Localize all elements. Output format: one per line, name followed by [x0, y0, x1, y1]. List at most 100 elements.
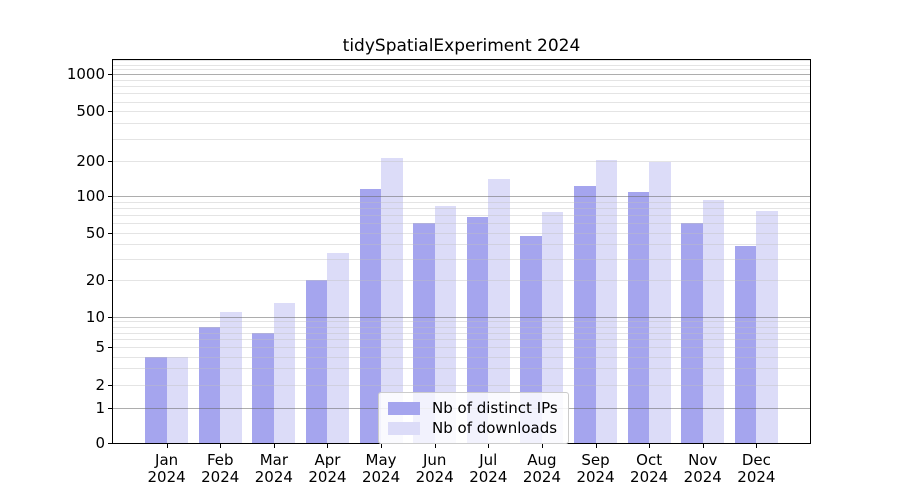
y-tick-label-10: 10: [85, 307, 105, 326]
gridline-6: [113, 339, 810, 341]
y-tick-label-500: 500: [76, 102, 105, 121]
y-tick-mark-200: [108, 160, 112, 162]
gridline-80: [113, 207, 810, 209]
y-tick-mark-100: [108, 195, 112, 197]
y-tick-label-20: 20: [85, 271, 105, 290]
gridline-20: [113, 280, 810, 282]
x-tick-label-apr: Apr 2024: [308, 451, 347, 486]
y-tick-mark-1: [108, 408, 112, 410]
x-tick-mark-jun: [434, 444, 436, 448]
x-tick-mark-mar: [273, 444, 275, 448]
gridline-90: [113, 201, 810, 203]
gridline-300: [113, 138, 810, 140]
y-tick-mark-2: [108, 385, 112, 387]
gridline-60: [113, 223, 810, 225]
bar-downloads-jul: [488, 179, 510, 443]
gridline-400: [113, 123, 810, 125]
y-tick-label-50: 50: [85, 223, 105, 242]
gridline-1300: [113, 60, 810, 62]
x-tick-label-aug: Aug 2024: [522, 451, 562, 486]
y-tick-label-200: 200: [76, 151, 105, 170]
bar-downloads-dec: [756, 211, 778, 443]
legend-swatch-downloads: [388, 421, 420, 435]
gridline-1000: [113, 74, 810, 76]
legend-item-distinct-ips: Nb of distinct IPs: [388, 398, 558, 418]
gridline-7: [113, 332, 810, 334]
gridline-5: [113, 347, 810, 349]
y-tick-mark-50: [108, 232, 112, 234]
gridline-10: [113, 316, 810, 318]
bar-downloads-nov: [702, 199, 725, 443]
gridline-30: [113, 259, 810, 261]
legend-swatch-distinct-ips: [388, 401, 420, 415]
x-tick-mark-apr: [327, 444, 329, 448]
gridline-9: [113, 321, 810, 323]
x-tick-label-jan: Jan 2024: [147, 451, 186, 486]
bar-distinct-ips-sep: [574, 185, 596, 443]
x-tick-mark-sep: [595, 444, 597, 448]
x-tick-label-mar: Mar 2024: [254, 451, 293, 486]
x-tick-label-jul: Jul 2024: [469, 451, 508, 486]
y-tick-label-2: 2: [95, 376, 105, 395]
x-tick-mark-feb: [220, 444, 222, 448]
bar-distinct-ips-nov: [681, 223, 703, 443]
gridline-600: [113, 101, 810, 103]
gridline-800: [113, 86, 810, 88]
gridline-1100: [113, 69, 810, 71]
bar-downloads-jun: [434, 206, 457, 443]
x-tick-mark-may: [381, 444, 383, 448]
gridline-700: [113, 93, 810, 95]
y-tick-mark-1000: [108, 74, 112, 76]
gridline-3: [113, 368, 810, 370]
chart-title: tidySpatialExperiment 2024: [342, 36, 581, 56]
legend-label-distinct-ips: Nb of distinct IPs: [432, 399, 558, 417]
y-tick-label-1000: 1000: [66, 65, 105, 84]
x-tick-mark-aug: [541, 444, 543, 448]
gridline-900: [113, 79, 810, 81]
y-tick-mark-5: [108, 347, 112, 349]
bar-downloads-mar: [273, 302, 296, 443]
bar-downloads-jan: [166, 356, 189, 443]
gridline-500: [113, 111, 810, 113]
plot-area: Nb of distinct IPs Nb of downloads: [112, 59, 811, 444]
gridline-200: [113, 160, 810, 162]
bar-downloads-feb: [220, 311, 242, 443]
y-tick-mark-10: [108, 316, 112, 318]
x-tick-label-jun: Jun 2024: [415, 451, 454, 486]
bar-distinct-ips-jan: [145, 356, 167, 443]
x-tick-label-nov: Nov 2024: [683, 451, 722, 486]
gridline-2: [113, 385, 810, 387]
bar-distinct-ips-apr: [306, 280, 328, 443]
y-tick-mark-500: [108, 111, 112, 113]
y-tick-label-100: 100: [76, 186, 105, 205]
bar-downloads-may: [381, 158, 403, 443]
bar-distinct-ips-jul: [466, 217, 489, 443]
x-tick-mark-oct: [649, 444, 651, 448]
gridline-4: [113, 356, 810, 358]
bar-downloads-sep: [595, 160, 617, 443]
bar-distinct-ips-feb: [198, 326, 221, 443]
legend-label-downloads: Nb of downloads: [432, 419, 558, 437]
gridline-100: [113, 195, 810, 197]
x-tick-mark-nov: [702, 444, 704, 448]
gridline-40: [113, 244, 810, 246]
y-tick-label-1: 1: [95, 399, 105, 418]
gridline-70: [113, 214, 810, 216]
x-tick-label-oct: Oct 2024: [630, 451, 669, 486]
y-tick-mark-20: [108, 280, 112, 282]
bar-distinct-ips-jun: [413, 223, 435, 443]
legend: Nb of distinct IPs Nb of downloads: [378, 392, 569, 444]
x-tick-mark-jul: [488, 444, 490, 448]
y-tick-mark-0: [108, 443, 112, 444]
x-tick-mark-dec: [756, 444, 758, 448]
bar-distinct-ips-dec: [734, 245, 757, 443]
bar-downloads-aug: [541, 211, 564, 443]
x-tick-label-may: May 2024: [361, 451, 401, 486]
bar-downloads-oct: [649, 161, 671, 443]
x-tick-label-dec: Dec 2024: [737, 451, 776, 486]
y-tick-label-5: 5: [95, 338, 105, 357]
x-tick-label-sep: Sep 2024: [576, 451, 615, 486]
bar-distinct-ips-may: [359, 188, 382, 443]
x-tick-mark-jan: [166, 444, 168, 448]
